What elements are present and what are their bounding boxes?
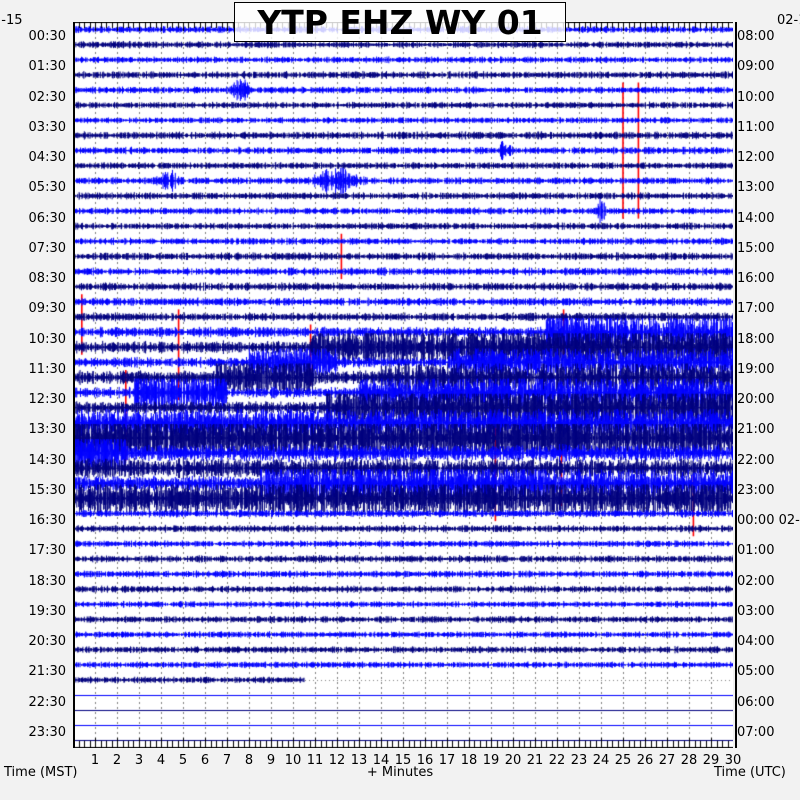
left-time-label: 11:30 bbox=[28, 361, 66, 377]
right-time-label: 21:00 bbox=[737, 422, 775, 438]
minute-tick-label: 26 bbox=[636, 753, 654, 768]
right-time-label: 17:00 bbox=[737, 301, 775, 317]
date-label-end: 02-1 bbox=[777, 13, 800, 28]
right-time-label: 09:00 bbox=[737, 59, 775, 75]
right-axis-title: Time (UTC) bbox=[714, 765, 786, 780]
right-time-label: 20:00 bbox=[737, 392, 775, 408]
minute-tick-label: 28 bbox=[680, 753, 698, 768]
right-time-label: 19:00 bbox=[737, 361, 775, 377]
left-time-label: 09:30 bbox=[28, 301, 66, 317]
right-time-label: 16:00 bbox=[737, 271, 775, 287]
minute-tick-label: 23 bbox=[570, 753, 588, 768]
right-time-label: 01:00 bbox=[737, 543, 775, 559]
left-time-label: 05:30 bbox=[28, 180, 66, 196]
right-time-label: 14:00 bbox=[737, 210, 775, 226]
minute-tick-label: 5 bbox=[178, 753, 188, 768]
right-time-label: 23:00 bbox=[737, 482, 775, 498]
left-time-label: 16:30 bbox=[28, 513, 66, 529]
left-time-label: 03:30 bbox=[28, 119, 66, 135]
left-time-label: 12:30 bbox=[28, 392, 66, 408]
left-time-label: 02:30 bbox=[28, 89, 66, 105]
minute-tick-label: 20 bbox=[504, 753, 522, 768]
minute-tick-label: 6 bbox=[200, 753, 210, 768]
right-time-label: 03:00 bbox=[737, 603, 775, 619]
minute-tick-label: 12 bbox=[328, 753, 346, 768]
left-time-label: 08:30 bbox=[28, 271, 66, 287]
minute-tick-label: 13 bbox=[350, 753, 368, 768]
right-time-label: 02:00 bbox=[737, 573, 775, 589]
left-time-label: 06:30 bbox=[28, 210, 66, 226]
minute-tick-label: 10 bbox=[284, 753, 302, 768]
minute-tick-label: 21 bbox=[526, 753, 544, 768]
right-time-label: 06:00 bbox=[737, 694, 775, 710]
left-time-label: 18:30 bbox=[28, 573, 66, 589]
left-time-label: 13:30 bbox=[28, 422, 66, 438]
left-time-label: 07:30 bbox=[28, 240, 66, 256]
right-time-label: 15:00 bbox=[737, 240, 775, 256]
left-time-label: 04:30 bbox=[28, 150, 66, 166]
left-time-label: 19:30 bbox=[28, 603, 66, 619]
left-time-label: 23:30 bbox=[28, 724, 66, 740]
minute-tick-label: 3 bbox=[134, 753, 144, 768]
date-label-start: 2-15 bbox=[0, 13, 23, 28]
left-time-label: 21:30 bbox=[28, 664, 66, 680]
seismogram-plot[interactable] bbox=[73, 22, 733, 748]
left-time-label: 20:30 bbox=[28, 634, 66, 650]
left-time-label: 22:30 bbox=[28, 694, 66, 710]
right-time-label: 10:00 bbox=[737, 89, 775, 105]
minute-tick-label: 4 bbox=[156, 753, 166, 768]
minute-tick-label: 11 bbox=[306, 753, 324, 768]
right-time-label: 18:00 bbox=[737, 331, 775, 347]
minute-tick-label: 14 bbox=[372, 753, 390, 768]
minute-tick-label: 2 bbox=[112, 753, 122, 768]
title-box: YTP EHZ WY 01 bbox=[234, 2, 566, 42]
right-time-label: 00:00 02-16 bbox=[737, 513, 800, 529]
right-time-label: 04:00 bbox=[737, 634, 775, 650]
right-time-label: 13:00 bbox=[737, 180, 775, 196]
left-axis-title: Time (MST) bbox=[4, 765, 78, 780]
left-time-label: 00:30 bbox=[28, 29, 66, 45]
minute-tick-label: 7 bbox=[222, 753, 232, 768]
left-time-label: 10:30 bbox=[28, 331, 66, 347]
minute-tick-label: 29 bbox=[702, 753, 720, 768]
left-time-label: 01:30 bbox=[28, 59, 66, 75]
minute-tick-label: 1 bbox=[90, 753, 100, 768]
minute-tick-label: 9 bbox=[266, 753, 276, 768]
minute-tick-label: 27 bbox=[658, 753, 676, 768]
left-time-label: 15:30 bbox=[28, 482, 66, 498]
minute-tick-label: 16 bbox=[416, 753, 434, 768]
right-time-label: 07:00 bbox=[737, 724, 775, 740]
minute-tick-label: 22 bbox=[548, 753, 566, 768]
right-time-label: 11:00 bbox=[737, 119, 775, 135]
right-time-label: 08:00 bbox=[737, 29, 775, 45]
page-title: YTP EHZ WY 01 bbox=[257, 2, 543, 42]
x-axis-title: + Minutes bbox=[366, 765, 434, 780]
minute-tick-label: 17 bbox=[438, 753, 456, 768]
minute-tick-label: 18 bbox=[460, 753, 478, 768]
left-time-label: 17:30 bbox=[28, 543, 66, 559]
right-time-label: 05:00 bbox=[737, 664, 775, 680]
right-time-label: 22:00 bbox=[737, 452, 775, 468]
left-time-label: 14:30 bbox=[28, 452, 66, 468]
minute-tick-label: 30 bbox=[724, 753, 742, 768]
minute-tick-label: 24 bbox=[592, 753, 610, 768]
minute-tick-label: 25 bbox=[614, 753, 632, 768]
minute-tick-label: 19 bbox=[482, 753, 500, 768]
minute-tick-label: 8 bbox=[244, 753, 254, 768]
minute-tick-label: 15 bbox=[394, 753, 412, 768]
right-time-label: 12:00 bbox=[737, 150, 775, 166]
